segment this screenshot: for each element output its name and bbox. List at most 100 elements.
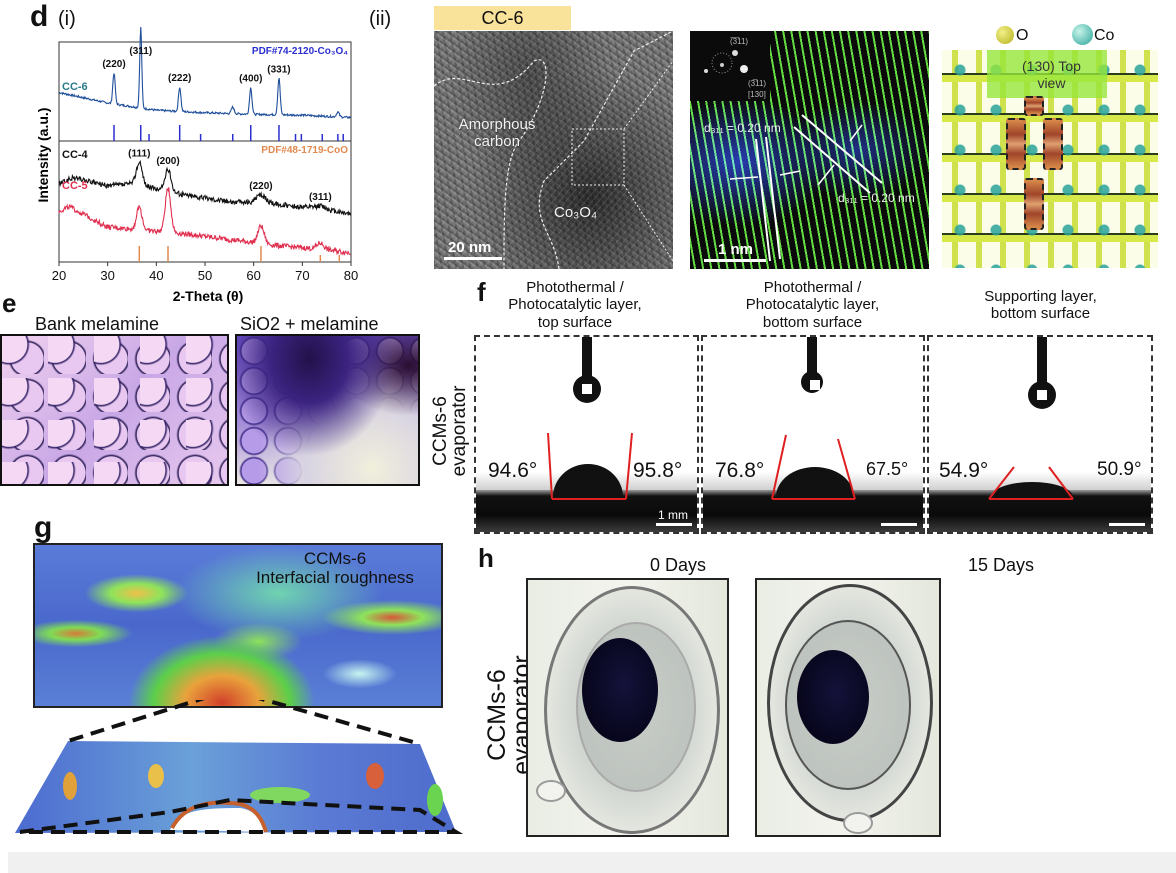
zone-axis-label: [130] [748,90,766,99]
foam-title-sio2: SiO2 + melamine [240,314,379,334]
contact-angle-image-1: 94.6° 95.8° 1 mm [474,335,699,534]
scale-bar-20nm [444,257,502,260]
scale-label-20nm: 20 nm [448,239,492,256]
lattice-markers [729,114,883,262]
panel-label-e: e [2,288,17,318]
f-row-label-line1: CCMs-6 [430,396,451,466]
beaker-photo-0-days [526,578,729,837]
syringe-tip-icon [573,375,601,403]
f-title-3-line1: Supporting layer, [984,288,1097,305]
beaker-spout [536,780,566,802]
top-view-label-line2: view [1037,74,1066,91]
zoom-region-outline [19,797,464,834]
tem-texture [434,31,673,269]
f-title-2-line2: Photocatalytic layer, [745,296,880,314]
day-label-0: 0 Days [650,555,707,575]
scale-bar-1nm [704,259,766,262]
surface-bump [250,787,310,803]
fft-spot-label-1: (̅3̅11) [730,37,749,46]
tem-image: Amorphous carbon Co₃O₄ 20 nm [434,31,673,269]
panel-d-sub-label-ii: (ii) [369,8,392,30]
scale-bar [881,523,917,526]
panel-label-h: h [478,543,494,573]
f-title-1-line2: Photocatalytic layer, [508,296,642,314]
roughness-label-line2: Interfacial roughness [256,567,414,587]
right-contact-angle: 67.5° [866,459,909,479]
syringe-needle-icon [1037,337,1047,385]
peak-label: (222) [168,73,191,84]
scale-bar-1mm [656,523,692,526]
bank-melamine-image [0,334,229,486]
x-tick-label: 40 [149,268,163,283]
syringe-needle-icon [807,337,817,377]
panel-d-sub-label-i: (i) [58,8,76,30]
peak-label: (311) [129,46,152,57]
highlight-cell-3 [1043,118,1063,170]
contact-angle-lines [988,466,1074,500]
cobalt-atom-legend-icon [1072,24,1093,45]
x-tick-label: 50 [198,268,212,283]
series-label: CC-6 [62,81,88,93]
day-label-15: 15 Days [968,555,1035,575]
left-contact-angle: 94.6° [488,459,538,482]
roughness-label-line1: CCMs-6 [303,549,367,568]
x-tick-label: 20 [52,268,66,283]
top-view-highlight [987,50,1107,98]
interfacial-roughness-map [33,543,443,708]
roughness-3d-view [15,700,464,834]
surface-bump [366,763,384,789]
peak-label: (111) [128,149,150,160]
d-spacing-label-1: d₃₁₁ = 0.20 nm [704,121,781,135]
surface-peak [170,808,265,832]
highlight-cell-1 [1024,96,1044,116]
footer-bar [8,852,1176,873]
f-title-2-line3: bottom surface [762,313,863,331]
panel-label-d: d [30,0,49,33]
co3o4-label: Co₃O₄ [554,204,598,221]
highlight-cell-4 [1024,178,1044,230]
peak-label: (311) [309,192,332,203]
peak-label: (331) [267,64,290,75]
xrd-chart: 20 30 40 50 60 70 80 PDF#74-2120-Co₃O₄ CC-6 (220)… [35,26,358,304]
reference-label: PDF#48-1719-CoO [261,145,348,156]
scale-bar [1109,523,1145,526]
background-haze [929,472,1151,490]
oxygen-atom-legend-icon [996,26,1014,44]
f-row-label: CCMs-6 evaporator [430,381,470,481]
contact-angle-lines [547,432,633,500]
sio2-melamine-image [235,334,420,486]
contact-angle-lines [771,434,856,500]
oxygen-legend-label: O [1016,27,1029,44]
syringe-tip-icon [1028,381,1056,409]
tem-region-outlines [434,31,673,269]
f-title-1: Photothermal / Photocatalytic layer, top… [475,279,675,331]
contact-angle-image-3: 54.9° 50.9° [927,335,1153,534]
scale-label-1nm: 1 nm [718,241,754,258]
fft-pattern [704,50,748,74]
x-tick-label: 70 [295,268,309,283]
surface-3d [15,741,456,833]
y-axis-title: Intensity (a.u.) [35,108,51,203]
peak-label: (400) [239,73,262,84]
panel-label-g: g [34,511,53,544]
top-view-label-line1: (130) Top [1022,58,1081,74]
peak-ridge [170,800,268,833]
series-label: CC-4 [62,149,89,161]
hrtem-image: (̅3̅11) (3̅11) [130] d₃₁₁ = 0.20 nm d₃₁₁… [690,31,929,269]
scale-label-1mm: 1 mm [658,508,688,522]
series-line-cc-6 [59,26,351,119]
syringe-tip-icon [801,371,823,393]
f-row-label-line2: evaporator [449,385,470,477]
series-line-cc-5 [58,187,351,256]
foam-title-bank: Bank melamine [35,314,160,334]
left-contact-angle: 76.8° [715,459,765,482]
panel-label-f: f [477,277,486,307]
crystal-structure-model: (130) Top view [942,50,1158,268]
evaporator-disc [797,650,869,744]
fft-spot-label-2: (3̅11) [748,79,767,88]
f-title-1-line1: Photothermal / [526,279,624,296]
x-tick-label: 60 [246,268,260,283]
x-tick-label: 80 [344,268,358,283]
cobalt-legend-label: Co [1094,27,1115,44]
fft-inset: (̅3̅11) (3̅11) [130] [690,31,770,101]
